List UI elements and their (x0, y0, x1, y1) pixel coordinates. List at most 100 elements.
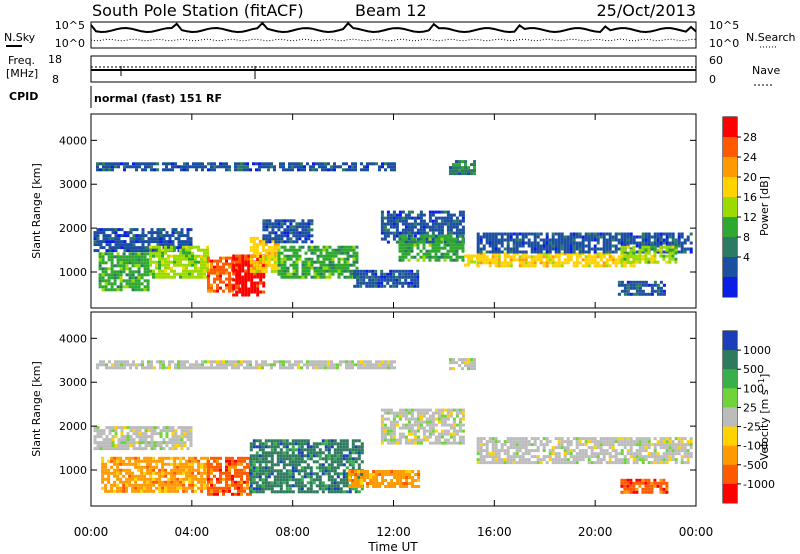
power-cell (179, 263, 182, 267)
power-cell (650, 241, 654, 245)
velocity-cell (246, 465, 249, 469)
power-cell (509, 258, 513, 262)
power-cell (440, 219, 444, 223)
velocity-cell (339, 490, 343, 494)
velocity-cell (119, 486, 123, 490)
power-cell (346, 263, 350, 267)
velocity-cell (273, 475, 277, 479)
power-cell (548, 250, 552, 254)
power-cell (286, 219, 290, 223)
power-cell (548, 238, 552, 242)
power-cell (476, 241, 480, 245)
power-cell (602, 235, 606, 239)
power-cell (536, 255, 540, 259)
power-cell (680, 235, 684, 239)
power-cell (485, 238, 489, 242)
power-cell (235, 290, 239, 294)
power-cell (635, 257, 639, 261)
velocity-cell (647, 440, 651, 444)
velocity-cell (188, 468, 192, 472)
power-cell (662, 292, 666, 296)
power-ylabel: Slant Range [km] (30, 163, 43, 259)
power-cell (104, 261, 108, 265)
power-cell (455, 246, 459, 250)
power-cell (491, 252, 495, 256)
power-cell (249, 260, 253, 264)
velocity-cell (396, 482, 400, 485)
power-cell (497, 232, 501, 236)
power-cell (497, 241, 501, 245)
power-cell (404, 246, 408, 250)
velocity-cell (354, 476, 358, 479)
power-cell (328, 257, 332, 261)
velocity-cell (303, 484, 307, 488)
power-cell (476, 255, 480, 259)
velocity-cell (387, 473, 391, 476)
power-cell (289, 254, 293, 258)
power-cell (222, 268, 225, 272)
power-cell (164, 248, 167, 252)
velocity-cell (318, 466, 322, 470)
power-cell (225, 283, 228, 287)
power-cell (98, 273, 102, 277)
power-cell (98, 261, 102, 265)
power-cell (626, 292, 630, 296)
power-cell (449, 219, 453, 223)
velocity-cell (231, 456, 234, 460)
velocity-cell (551, 458, 555, 462)
power-cell (452, 231, 456, 235)
power-cell (488, 238, 492, 242)
velocity-cell (345, 457, 349, 461)
power-cell (575, 235, 579, 239)
power-cell (116, 258, 120, 262)
velocity-cell (134, 483, 138, 487)
power-cell (113, 288, 117, 292)
velocity-cell (261, 469, 265, 473)
velocity-cell (590, 455, 594, 459)
velocity-cell (683, 449, 687, 453)
power-cell (686, 238, 690, 242)
velocity-cell (123, 438, 127, 442)
velocity-cell (390, 470, 394, 473)
power-cell (602, 241, 606, 245)
velocity-cell (336, 490, 340, 494)
velocity-cell (464, 361, 467, 365)
velocity-cell (138, 444, 142, 448)
power-cell (395, 213, 399, 217)
velocity-cell (683, 452, 687, 456)
power-cell (581, 252, 585, 256)
power-cell (98, 276, 102, 280)
velocity-cell (134, 462, 138, 466)
power-cell (431, 249, 435, 253)
velocity-cell (386, 408, 390, 412)
power-cell (578, 241, 582, 245)
power-cell (128, 279, 132, 283)
velocity-cell (369, 473, 373, 476)
power-cell (500, 238, 504, 242)
velocity-cell (596, 446, 600, 450)
power-cell (107, 276, 111, 280)
power-cell (295, 228, 299, 232)
power-cell (461, 255, 465, 259)
power-cell (632, 264, 636, 268)
velocity-cell (228, 486, 231, 490)
power-cell (132, 228, 136, 232)
power-cell (566, 247, 570, 251)
power-cell (210, 286, 213, 290)
power-cell (623, 283, 627, 287)
velocity-cell (428, 423, 432, 427)
power-cell (315, 168, 318, 172)
velocity-cell (461, 414, 465, 418)
power-cell (250, 287, 254, 291)
power-cell (120, 246, 124, 250)
power-cell (476, 244, 480, 248)
power-cell (125, 282, 129, 286)
power-cell (569, 247, 573, 251)
power-cell (234, 165, 237, 169)
velocity-cell (177, 444, 181, 448)
velocity-cell (342, 442, 346, 446)
power-cell (232, 269, 236, 273)
power-cell (410, 278, 414, 282)
power-cell (252, 236, 256, 240)
velocity-cell (102, 432, 106, 436)
